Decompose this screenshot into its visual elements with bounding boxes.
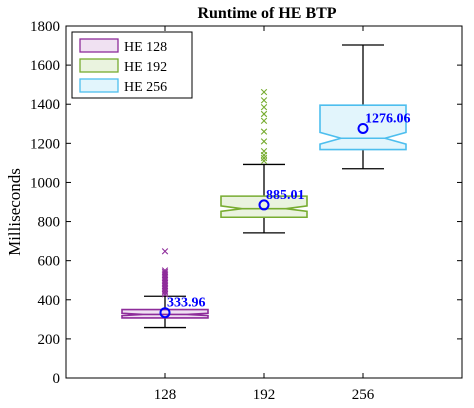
outlier-stroke	[260, 138, 268, 145]
outlier-stroke	[260, 117, 268, 125]
outlier-marker	[260, 103, 268, 111]
outlier-stroke	[260, 147, 268, 155]
y-tick-label: 1600	[30, 58, 60, 74]
legend-swatch	[79, 38, 119, 53]
legend-item: HE 128	[79, 38, 167, 55]
outlier-stroke	[161, 268, 169, 276]
chart-title: Runtime of HE BTP	[197, 5, 336, 22]
mean-marker	[357, 122, 369, 134]
legend-label: HE 192	[124, 60, 167, 75]
legend-swatch	[79, 78, 119, 93]
box-series: 333.96 885.01 1276.06	[121, 44, 411, 329]
y-tick-label: 1800	[30, 19, 60, 35]
mean-marker	[258, 199, 270, 211]
outlier-marker	[260, 117, 268, 125]
outlier-stroke	[260, 110, 268, 118]
outlier-marker	[260, 110, 268, 118]
x-tick-label: 128	[154, 387, 177, 403]
y-tick-label: 1400	[30, 97, 60, 113]
outlier-stroke	[260, 157, 268, 165]
box-he-256: 1276.06	[319, 44, 411, 170]
mean-marker	[159, 307, 171, 319]
y-tick-label: 200	[38, 332, 61, 348]
outlier-marker	[260, 138, 268, 145]
y-tick-label: 600	[38, 254, 61, 270]
legend-label: HE 256	[124, 80, 167, 95]
outlier-marker	[260, 147, 268, 155]
mean-label: 885.01	[266, 188, 305, 203]
outlier-marker	[260, 128, 268, 135]
outlier-marker	[260, 88, 268, 96]
outlier-stroke	[260, 103, 268, 111]
legend-item: HE 192	[79, 58, 167, 75]
box-he-192: 885.01	[220, 88, 308, 234]
y-axis-label: Milliseconds	[5, 168, 24, 256]
y-tick-label: 1200	[30, 136, 60, 152]
outlier-stroke	[260, 97, 268, 104]
x-axis: 128 192 256	[154, 26, 375, 403]
outlier-marker	[260, 97, 268, 104]
y-tick-label: 1000	[30, 175, 60, 191]
y-tick-label: 800	[38, 215, 61, 231]
y-axis: 0 200 400 600 800 1000 1200 1400 1600 1800	[30, 19, 462, 387]
outlier-marker	[260, 157, 268, 165]
outlier-stroke	[161, 267, 169, 274]
legend: HE 128 HE 192 HE 256	[71, 31, 193, 99]
y-tick-label: 0	[53, 371, 61, 387]
outlier-stroke	[161, 248, 169, 255]
outlier-marker	[161, 248, 169, 255]
legend-swatch	[79, 58, 119, 73]
box-body	[220, 195, 308, 219]
x-tick-label: 192	[253, 387, 276, 403]
outlier-stroke	[260, 88, 268, 96]
x-tick-label: 256	[352, 387, 375, 403]
mean-label: 1276.06	[365, 111, 411, 126]
y-tick-label: 400	[38, 293, 61, 309]
outlier-marker	[161, 268, 169, 276]
outlier-stroke	[260, 154, 268, 162]
mean-label: 333.96	[167, 296, 206, 311]
outlier-marker	[161, 267, 169, 274]
legend-item: HE 256	[79, 78, 167, 95]
box-he-128: 333.96	[121, 248, 209, 329]
outlier-marker	[260, 154, 268, 162]
outlier-stroke	[260, 128, 268, 135]
legend-label: HE 128	[124, 40, 167, 55]
